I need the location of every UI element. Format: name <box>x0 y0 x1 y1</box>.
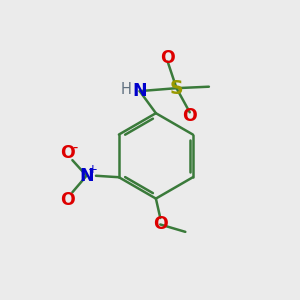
Text: O: O <box>160 49 175 67</box>
Text: S: S <box>170 79 183 98</box>
Text: O: O <box>61 190 75 208</box>
Text: H: H <box>121 82 132 97</box>
Text: O: O <box>153 215 168 233</box>
Text: -: - <box>72 140 77 155</box>
Text: O: O <box>61 144 75 162</box>
Text: N: N <box>132 82 147 100</box>
Text: +: + <box>88 163 98 176</box>
Text: N: N <box>79 167 94 185</box>
Text: O: O <box>182 107 197 125</box>
